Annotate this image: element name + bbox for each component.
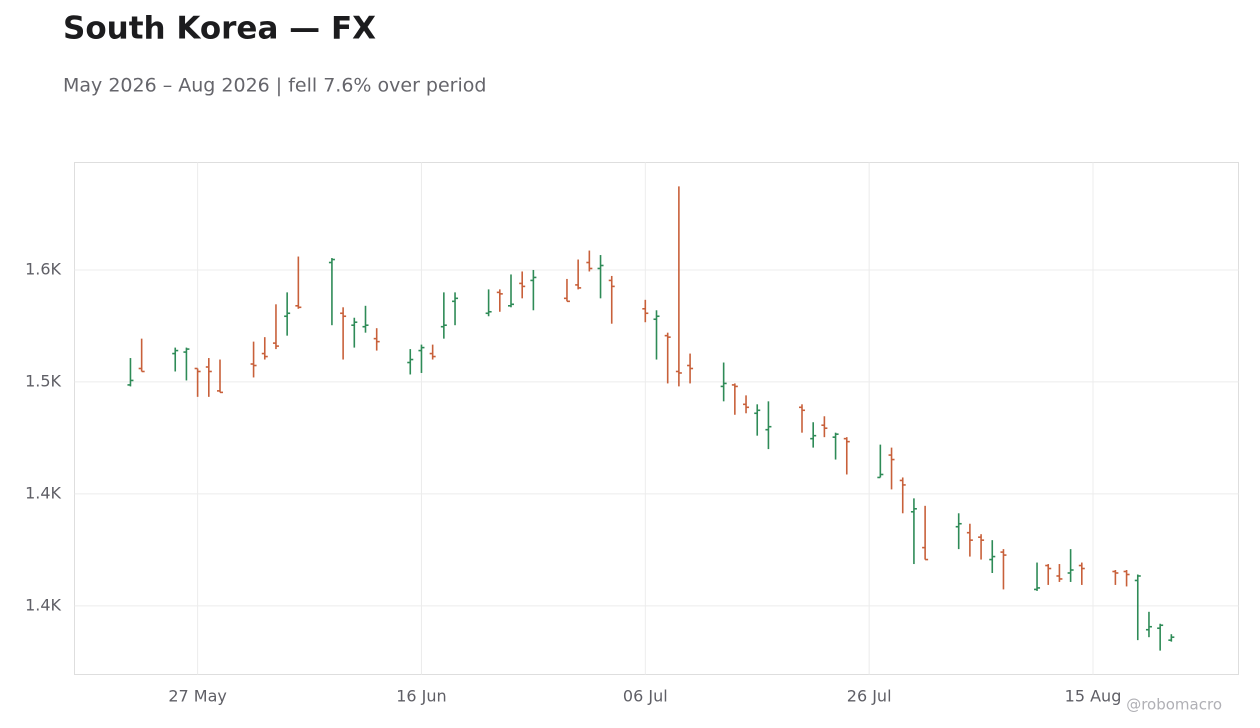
x-tick-label: 06 Jul — [623, 687, 668, 706]
chart-title: South Korea — FX — [63, 11, 376, 47]
x-tick-label: 27 May — [168, 687, 227, 706]
x-tick-label: 16 Jun — [396, 687, 446, 706]
y-tick-label: 1.6K — [25, 259, 61, 278]
y-tick-label: 1.5K — [25, 371, 61, 390]
watermark: @robomacro — [1126, 696, 1222, 714]
y-tick-label: 1.4K — [25, 595, 61, 614]
x-tick-label: 26 Jul — [847, 687, 892, 706]
plot-frame — [74, 162, 1239, 675]
chart-subtitle: May 2026 – Aug 2026 | fell 7.6% over per… — [63, 75, 486, 97]
y-tick-label: 1.4K — [25, 483, 61, 502]
x-tick-label: 15 Aug — [1065, 687, 1122, 706]
